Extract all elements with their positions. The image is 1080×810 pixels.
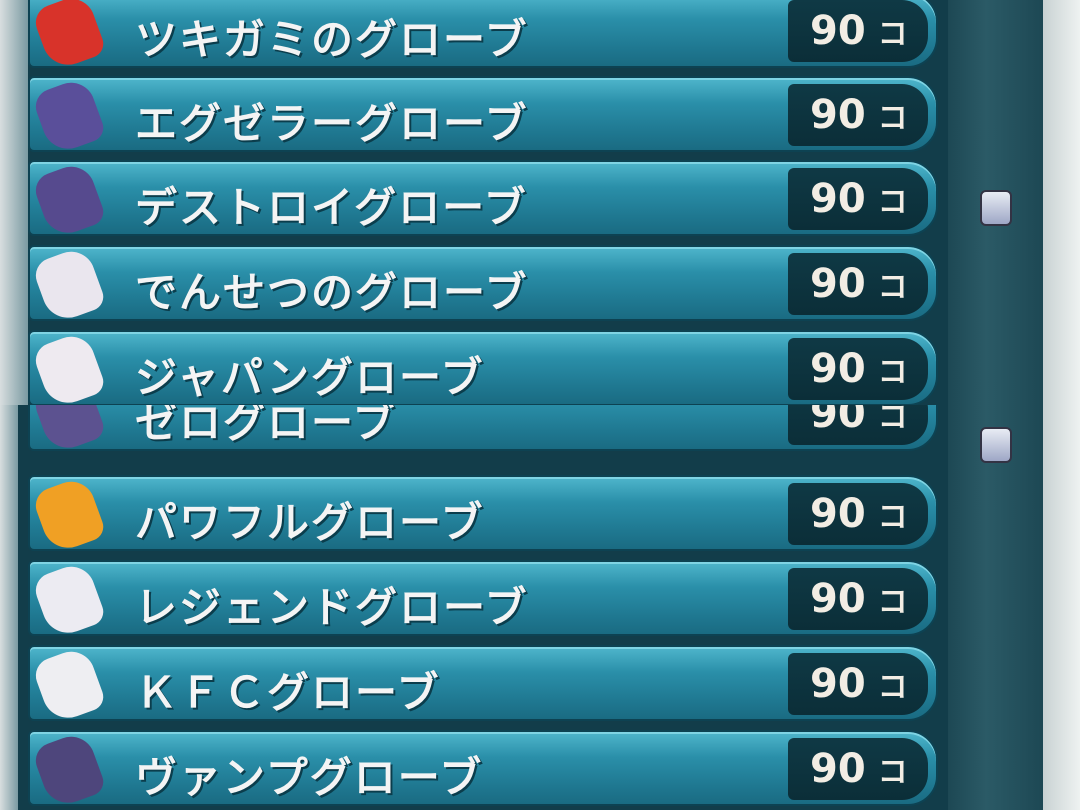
item-row[interactable]: ジャパングローブ 90 コ bbox=[28, 330, 938, 405]
glove-icon bbox=[30, 245, 108, 325]
count-unit: コ bbox=[877, 500, 908, 535]
glove-icon bbox=[30, 475, 108, 555]
glove-icon bbox=[30, 160, 108, 240]
count-value: 90 bbox=[810, 746, 866, 792]
count-value: 90 bbox=[810, 346, 866, 392]
item-list-screen-bottom: ゼログローブ 90 コ パワフルグローブ 90 コ レジェンドグローブ 90 コ ＫＦ… bbox=[0, 405, 1080, 810]
scrollbar-thumb[interactable] bbox=[980, 190, 1012, 226]
count-unit: コ bbox=[877, 405, 908, 435]
item-count: 90 コ bbox=[788, 568, 928, 630]
count-unit: コ bbox=[877, 17, 908, 52]
item-name: ツキガミのグローブ bbox=[135, 15, 529, 64]
item-count: 90 コ bbox=[788, 84, 928, 146]
count-value: 90 bbox=[810, 261, 866, 307]
glove-icon bbox=[30, 560, 108, 640]
count-unit: コ bbox=[877, 755, 908, 790]
count-unit: コ bbox=[877, 185, 908, 220]
count-value: 90 bbox=[810, 92, 866, 138]
glove-icon bbox=[30, 0, 108, 72]
item-name: エグゼラーグローブ bbox=[135, 99, 529, 148]
screen-bezel bbox=[1043, 0, 1080, 405]
item-name: レジェンドグローブ bbox=[135, 583, 529, 632]
item-row[interactable]: パワフルグローブ 90 コ bbox=[28, 475, 938, 555]
glove-icon bbox=[30, 76, 108, 156]
item-row[interactable]: ヴァンプグローブ 90 コ bbox=[28, 730, 938, 810]
item-list-screen-top: ツキガミのグローブ 90 コ エグゼラーグローブ 90 コ デストロイグローブ 90… bbox=[0, 0, 1080, 405]
item-name: でんせつのグローブ bbox=[135, 268, 529, 317]
item-name: デストロイグローブ bbox=[135, 183, 528, 232]
screen-bezel bbox=[1043, 405, 1080, 810]
item-row[interactable]: ゼログローブ 90 コ bbox=[28, 405, 938, 455]
item-name: ＫＦＣグローブ bbox=[135, 668, 441, 717]
item-row[interactable]: デストロイグローブ 90 コ bbox=[28, 160, 938, 240]
scrollbar-track[interactable] bbox=[948, 405, 1043, 810]
item-row[interactable]: エグゼラーグローブ 90 コ bbox=[28, 76, 938, 156]
count-unit: コ bbox=[877, 585, 908, 620]
glove-icon bbox=[30, 645, 108, 725]
item-name: ジャパングローブ bbox=[135, 353, 485, 402]
item-count: 90 コ bbox=[788, 0, 928, 62]
glove-icon bbox=[30, 405, 108, 455]
count-value: 90 bbox=[810, 576, 866, 622]
count-value: 90 bbox=[810, 491, 866, 537]
glove-icon bbox=[30, 730, 108, 810]
count-value: 90 bbox=[810, 8, 866, 54]
item-name: パワフルグローブ bbox=[135, 498, 485, 547]
item-row[interactable]: ツキガミのグローブ 90 コ bbox=[28, 0, 938, 72]
count-value: 90 bbox=[810, 176, 866, 222]
glove-icon bbox=[30, 330, 108, 405]
count-unit: コ bbox=[877, 270, 908, 305]
item-count: 90 コ bbox=[788, 168, 928, 230]
item-count: 90 コ bbox=[788, 338, 928, 400]
screen-bezel bbox=[0, 405, 18, 810]
item-row[interactable]: でんせつのグローブ 90 コ bbox=[28, 245, 938, 325]
item-name: ゼログローブ bbox=[135, 405, 397, 447]
count-unit: コ bbox=[877, 101, 908, 136]
item-row[interactable]: レジェンドグローブ 90 コ bbox=[28, 560, 938, 640]
item-count: 90 コ bbox=[788, 738, 928, 800]
item-count: 90 コ bbox=[788, 405, 928, 445]
item-count: 90 コ bbox=[788, 253, 928, 315]
count-unit: コ bbox=[877, 355, 908, 390]
scrollbar-thumb[interactable] bbox=[980, 427, 1012, 463]
count-value: 90 bbox=[810, 405, 866, 437]
item-count: 90 コ bbox=[788, 653, 928, 715]
item-row[interactable]: ＫＦＣグローブ 90 コ bbox=[28, 645, 938, 725]
item-name: ヴァンプグローブ bbox=[135, 753, 484, 802]
count-unit: コ bbox=[877, 670, 908, 705]
item-count: 90 コ bbox=[788, 483, 928, 545]
count-value: 90 bbox=[810, 661, 866, 707]
screen-bezel bbox=[0, 0, 28, 405]
